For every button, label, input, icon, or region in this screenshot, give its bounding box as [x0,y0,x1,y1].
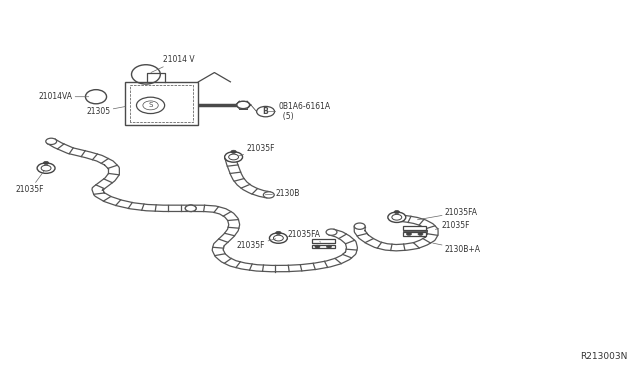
Circle shape [264,192,275,198]
Circle shape [392,214,403,221]
Circle shape [276,231,281,234]
Circle shape [394,211,399,214]
Circle shape [231,150,236,153]
Text: 21014 V: 21014 V [151,55,195,73]
Text: 2130B+A: 2130B+A [433,243,481,254]
Circle shape [37,163,55,173]
Circle shape [225,152,243,162]
Text: 21035FA: 21035FA [288,230,321,242]
FancyBboxPatch shape [312,239,335,243]
Circle shape [315,245,320,248]
Circle shape [186,205,196,211]
FancyBboxPatch shape [403,232,426,236]
Circle shape [237,101,250,109]
Text: 2130B: 2130B [265,189,300,198]
Text: 21035F: 21035F [237,239,276,250]
Text: 21035FA: 21035FA [417,208,478,220]
Circle shape [418,232,423,235]
Circle shape [44,161,49,164]
Circle shape [388,212,406,222]
Text: 21014VA: 21014VA [38,92,89,101]
Circle shape [326,229,337,235]
Circle shape [406,232,412,235]
Text: R213003N: R213003N [580,352,627,361]
FancyBboxPatch shape [312,245,335,248]
Circle shape [326,245,332,248]
Text: 21035F: 21035F [435,221,470,230]
Text: 0B1A6-6161A
  (5): 0B1A6-6161A (5) [268,102,330,121]
Circle shape [269,233,287,243]
Circle shape [46,138,57,144]
Circle shape [355,223,365,229]
Text: B: B [263,107,268,116]
Circle shape [225,155,236,161]
Circle shape [186,205,196,211]
Text: S: S [148,102,153,108]
Text: 21035F: 21035F [238,144,275,156]
FancyBboxPatch shape [403,226,426,230]
Text: 21035F: 21035F [16,170,45,194]
Text: 21305: 21305 [86,106,125,116]
